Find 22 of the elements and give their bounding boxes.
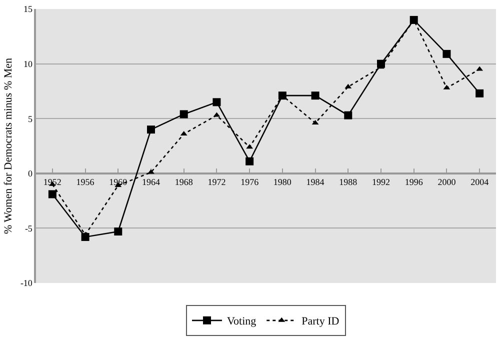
y-tick-label: -10 (20, 278, 33, 288)
x-tick-label: 1968 (174, 176, 194, 187)
y-axis-title: % Women for Democrats minus % Men (2, 57, 15, 234)
legend-label: Voting (227, 316, 257, 328)
y-tick-label: 15 (23, 4, 33, 14)
x-tick-label: 1984 (306, 176, 325, 187)
x-tick-label: 2004 (470, 176, 490, 187)
x-tick-label: 1996 (404, 176, 424, 187)
x-tick-label: 1956 (76, 176, 95, 187)
x-tick-label: 1972 (208, 176, 226, 187)
y-tick-label: 10 (23, 58, 33, 69)
y-tick-label: -5 (24, 223, 33, 234)
y-tick-label: 5 (28, 114, 33, 124)
legend-label: Party ID (302, 316, 340, 328)
x-tick-label: 2000 (438, 176, 456, 187)
x-tick-label: 1964 (142, 176, 160, 187)
y-tick-label: 0 (28, 168, 33, 179)
x-tick-label: 1980 (273, 176, 292, 187)
x-tick-label: 1960 (109, 176, 128, 187)
x-tick-label: 1988 (339, 176, 358, 187)
x-tick-label: 1976 (240, 176, 260, 187)
x-tick-label: 1992 (372, 176, 390, 187)
